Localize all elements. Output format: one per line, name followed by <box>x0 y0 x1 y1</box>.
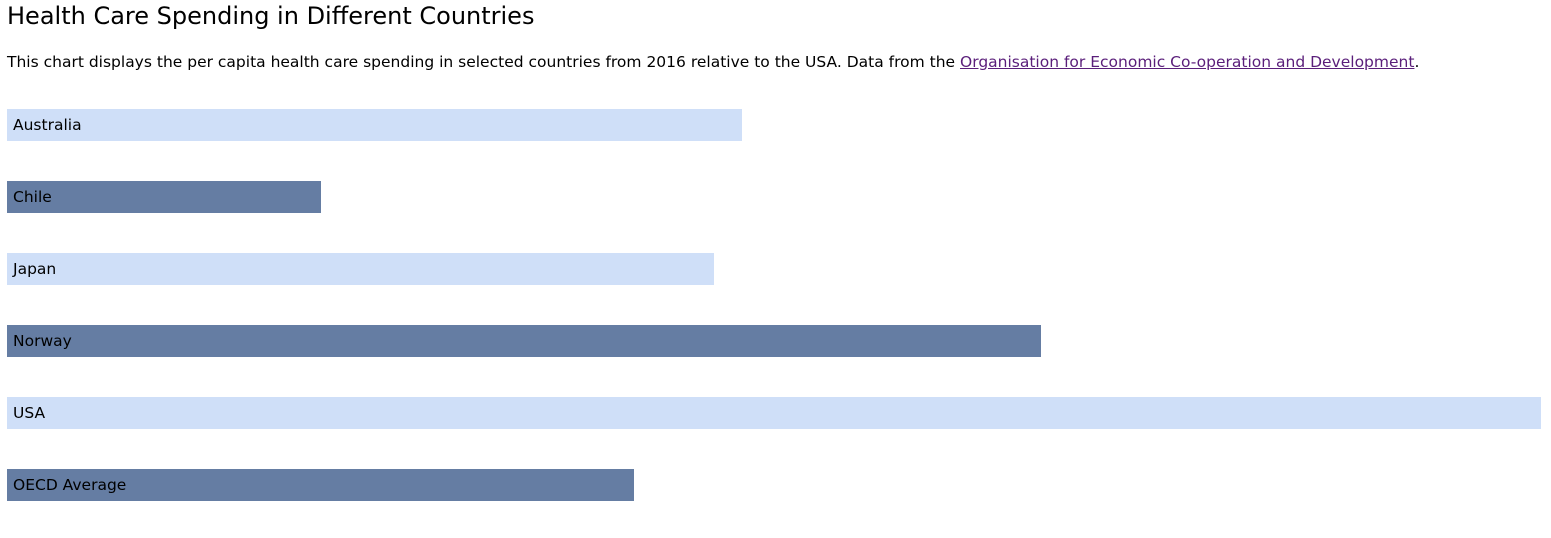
bar-label-usa: USA <box>13 404 46 422</box>
bar-usa: USA <box>7 397 1541 429</box>
bar-label-australia: Australia <box>13 116 82 134</box>
bar-norway: Norway <box>7 325 1041 357</box>
chart-description: This chart displays the per capita healt… <box>7 50 1419 74</box>
bar-label-oecd-average: OECD Average <box>13 476 127 494</box>
bar-chart: Australia Chile Japan Norway USA OECD Average <box>7 109 1541 509</box>
bar-label-chile: Chile <box>13 188 52 206</box>
oecd-link[interactable]: Organisation for Economic Co-operation a… <box>960 53 1415 71</box>
bar-australia: Australia <box>7 109 742 141</box>
description-text: This chart displays the per capita healt… <box>7 53 961 71</box>
description-suffix: . <box>1414 53 1420 71</box>
bar-label-norway: Norway <box>13 332 72 350</box>
bar-chile: Chile <box>7 181 321 213</box>
bar-oecd-average: OECD Average <box>7 469 634 501</box>
bar-japan: Japan <box>7 253 714 285</box>
bar-label-japan: Japan <box>13 260 57 278</box>
page-title: Health Care Spending in Different Countr… <box>7 2 535 30</box>
